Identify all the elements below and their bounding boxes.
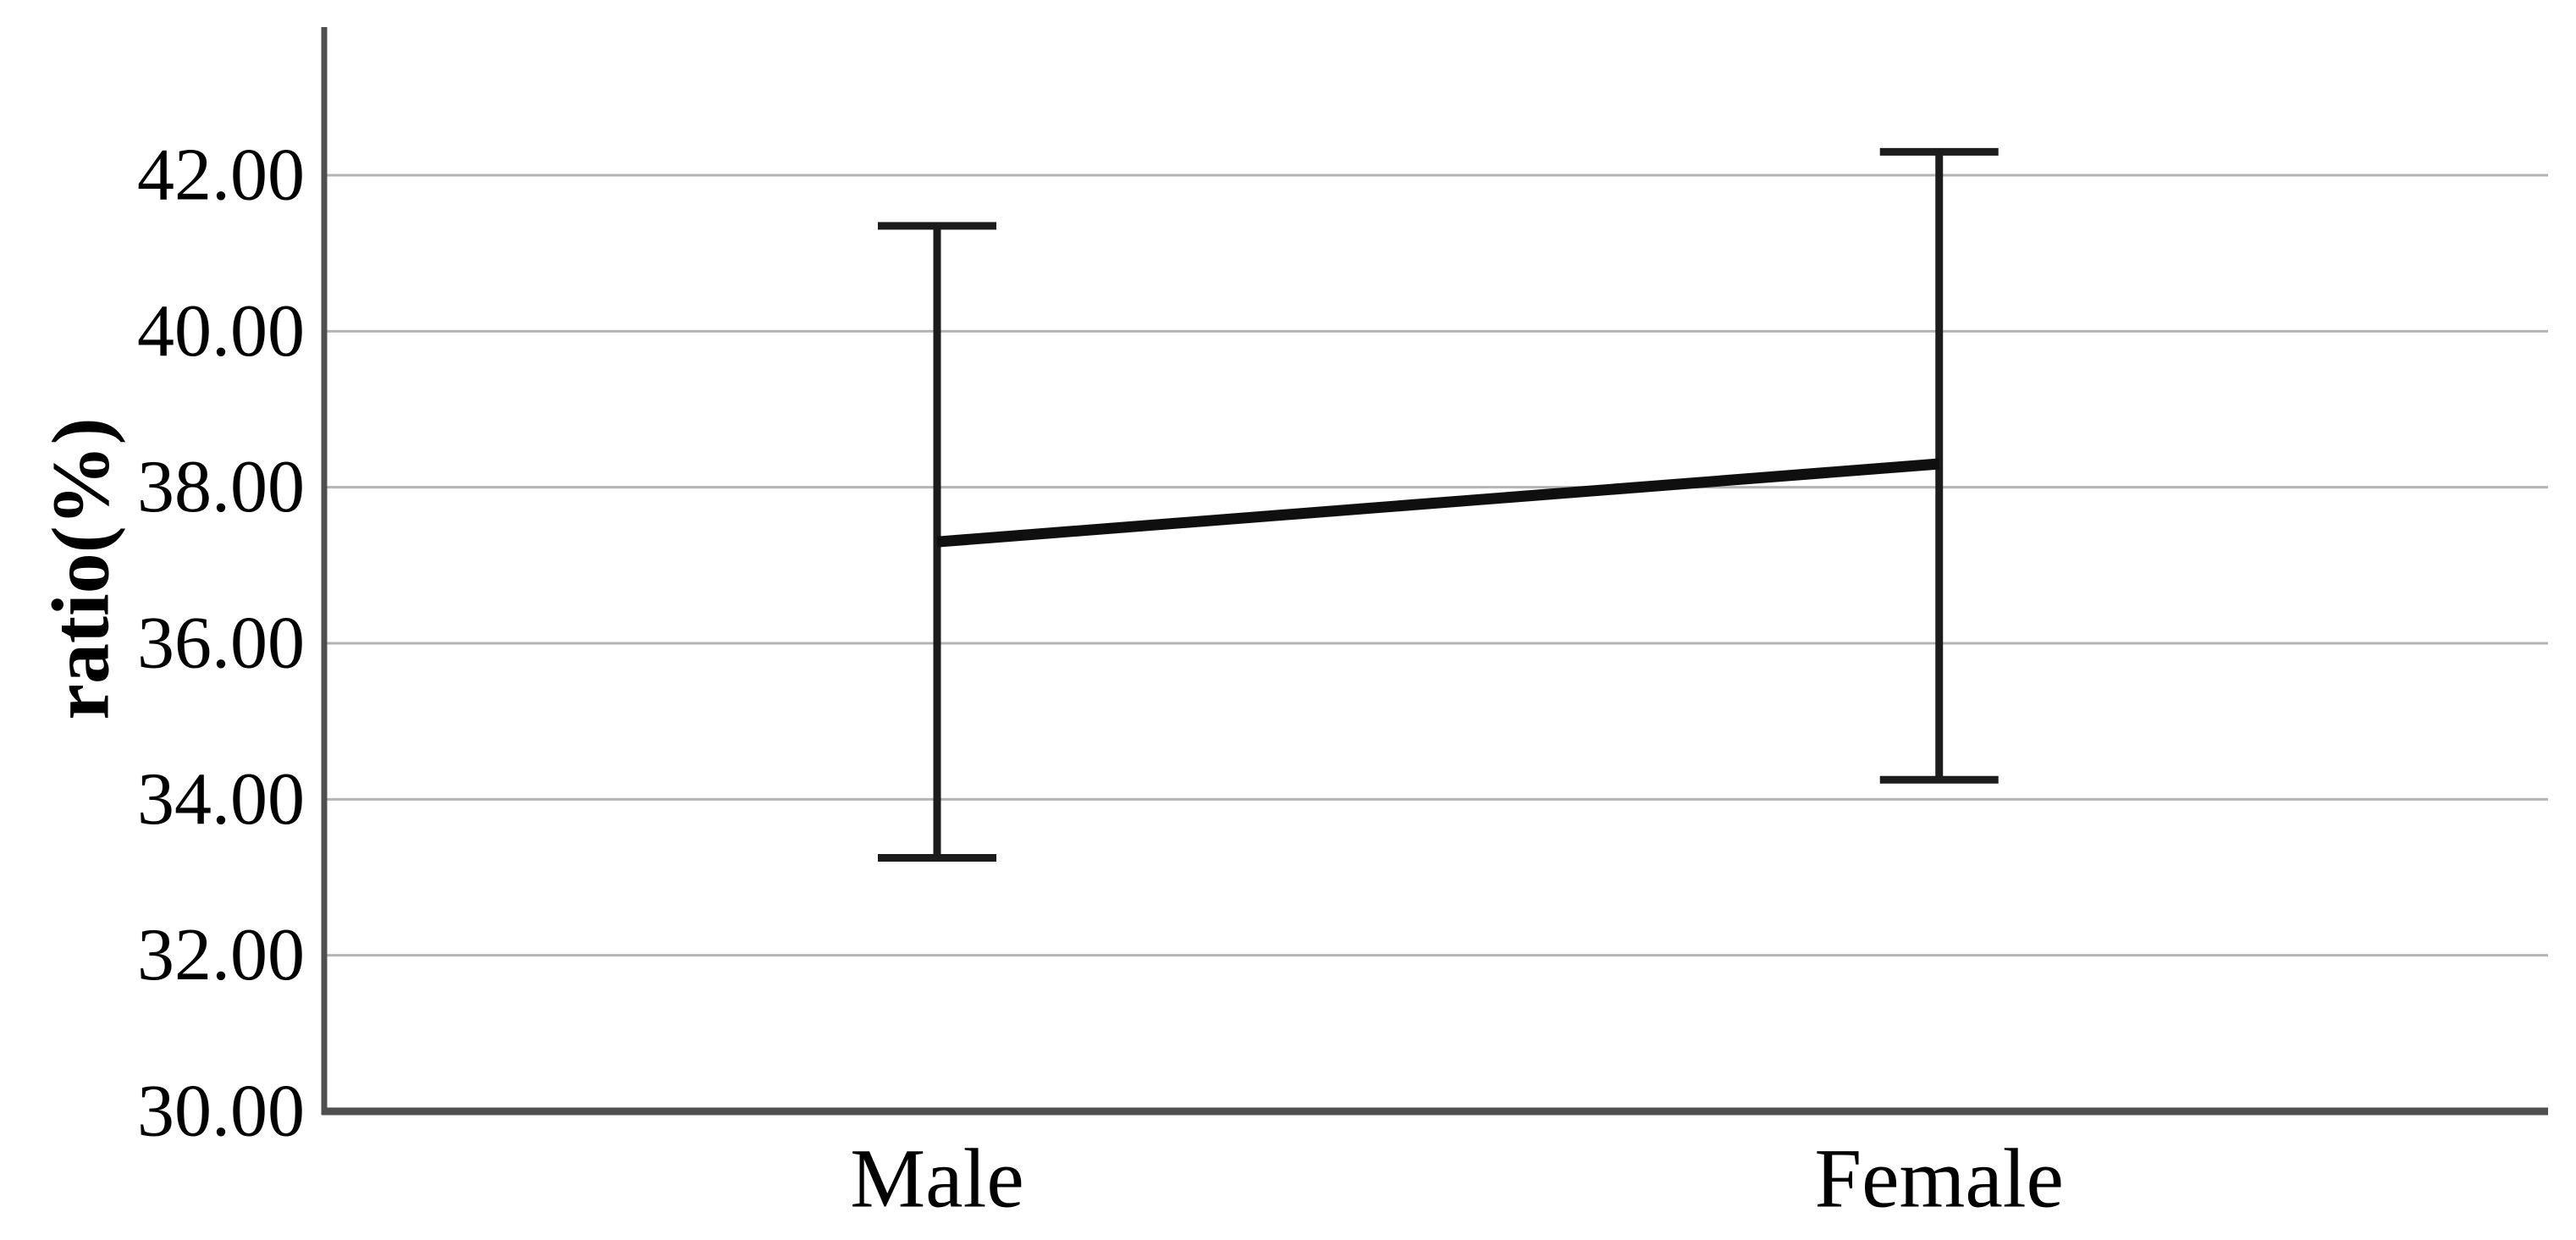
mean-line (936, 458, 1940, 548)
y-tick-label: 32.00 (137, 914, 305, 996)
x-category-label-female: Female (1815, 1132, 2064, 1226)
y-tick-label: 40.00 (137, 290, 305, 372)
y-tick-label: 38.00 (137, 446, 305, 528)
y-tick-label: 42.00 (137, 135, 305, 217)
y-tick-label: 34.00 (137, 758, 305, 840)
y-tick-label: 36.00 (137, 603, 305, 685)
y-axis-title: ratio(%) (36, 417, 126, 719)
x-category-label-male: Male (850, 1132, 1023, 1226)
y-tick-label: 30.00 (137, 1071, 305, 1153)
